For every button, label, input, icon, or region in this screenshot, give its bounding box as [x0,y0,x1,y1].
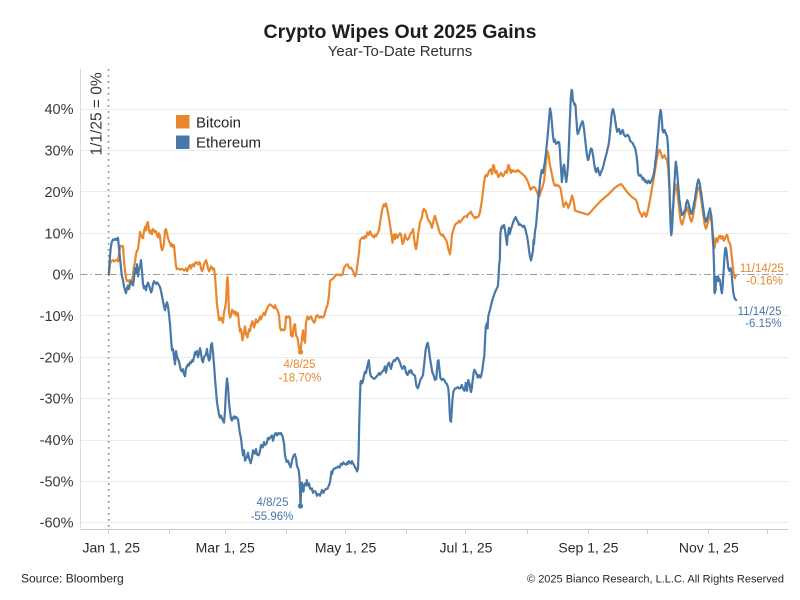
svg-text:Bitcoin: Bitcoin [196,114,241,131]
svg-text:-10%: -10% [40,309,74,325]
svg-text:-40%: -40% [40,433,74,449]
svg-text:11/14/25: 11/14/25 [740,263,784,275]
svg-text:11/14/25: 11/14/25 [738,306,782,318]
svg-text:30%: 30% [44,144,73,160]
svg-text:-18.70%: -18.70% [279,372,322,384]
svg-text:May 1, 25: May 1, 25 [315,540,377,556]
svg-text:-0.16%: -0.16% [746,276,782,288]
svg-text:-55.96%: -55.96% [251,511,294,523]
svg-text:10%: 10% [44,226,73,242]
svg-text:40%: 40% [44,102,73,118]
svg-text:-6.15%: -6.15% [745,318,781,330]
svg-text:4/8/25: 4/8/25 [284,359,316,371]
svg-text:4/8/25: 4/8/25 [257,497,289,509]
svg-text:Jan 1, 25: Jan 1, 25 [82,540,140,556]
svg-text:-30%: -30% [40,392,74,408]
svg-text:Jul 1, 25: Jul 1, 25 [440,540,493,556]
svg-text:Ethereum: Ethereum [196,135,261,152]
svg-text:Mar 1, 25: Mar 1, 25 [196,540,255,556]
svg-text:-20%: -20% [40,350,74,366]
svg-text:Sep 1, 25: Sep 1, 25 [558,540,618,556]
svg-text:1/1/25 = 0%: 1/1/25 = 0% [89,72,106,155]
svg-text:Crypto Wipes Out 2025 Gains: Crypto Wipes Out 2025 Gains [264,21,537,43]
svg-text:20%: 20% [44,185,73,201]
svg-text:Source: Bloomberg: Source: Bloomberg [21,572,124,586]
svg-text:-50%: -50% [40,474,74,490]
svg-text:© 2025 Bianco Research, L.L.C.: © 2025 Bianco Research, L.L.C. All Right… [527,574,784,586]
svg-text:-60%: -60% [40,516,74,532]
svg-text:Year-To-Date Returns: Year-To-Date Returns [328,43,473,60]
svg-text:Nov 1, 25: Nov 1, 25 [679,540,739,556]
svg-text:0%: 0% [53,268,74,284]
